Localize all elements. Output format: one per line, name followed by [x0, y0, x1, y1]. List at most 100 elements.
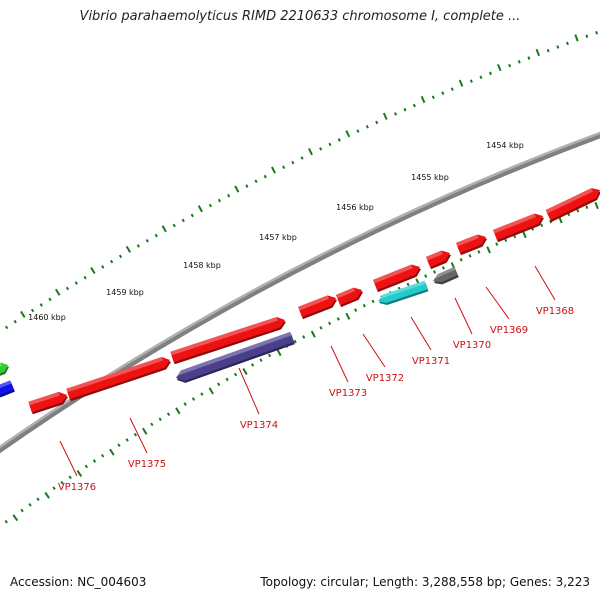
gene-label-vp1373[interactable]: VP1373 — [329, 388, 367, 399]
gene-unlabeled[interactable] — [425, 250, 451, 270]
gene-unlabeled[interactable] — [0, 362, 9, 378]
gene-vp1374[interactable] — [174, 331, 295, 383]
gene-label-vp1370[interactable]: VP1370 — [453, 340, 491, 351]
gene-vp1373[interactable] — [335, 287, 363, 308]
chromosome-backbone — [0, 131, 600, 454]
leader-line — [454, 297, 473, 335]
minor-tick — [459, 258, 463, 262]
tick-label-1460: 1460 kbp — [28, 313, 66, 322]
major-tick — [345, 130, 351, 138]
minor-tick — [125, 438, 129, 442]
minor-tick — [227, 193, 231, 198]
major-tick — [497, 63, 502, 72]
gene-unlabeled[interactable] — [298, 295, 337, 320]
major-tick — [90, 267, 96, 275]
major-tick — [54, 288, 61, 296]
gene-label-vp1369[interactable]: VP1369 — [490, 325, 528, 336]
minor-tick — [477, 250, 481, 254]
major-tick — [271, 166, 276, 174]
minor-tick — [431, 95, 435, 100]
tick-label-1458: 1458 kbp — [183, 261, 221, 270]
minor-tick — [190, 213, 194, 218]
minor-tick — [576, 208, 580, 213]
minor-tick — [13, 319, 17, 324]
gene-vp1370[interactable] — [431, 266, 459, 285]
minor-tick — [432, 270, 437, 274]
minor-tick — [282, 165, 286, 169]
leader-line — [330, 345, 349, 383]
minor-tick — [337, 138, 341, 142]
gene-vp1371[interactable] — [376, 280, 429, 306]
minor-tick — [65, 286, 70, 291]
gene-vp1372[interactable] — [372, 264, 421, 293]
minor-tick — [441, 91, 445, 95]
outer-tick-ring — [4, 30, 599, 330]
major-tick — [175, 407, 181, 415]
minor-tick — [267, 353, 272, 358]
gene-vp1368[interactable] — [545, 188, 600, 222]
gene-label-vp1376[interactable]: VP1376 — [58, 482, 96, 493]
major-tick — [12, 514, 19, 522]
leader-line — [410, 316, 432, 351]
major-tick — [276, 349, 282, 357]
minor-tick — [117, 443, 121, 447]
major-tick — [458, 79, 464, 87]
major-tick — [522, 230, 527, 239]
minor-tick — [508, 63, 512, 68]
gene-unlabeled[interactable] — [170, 316, 286, 365]
gene-vp1376[interactable] — [28, 391, 69, 415]
gene-label-vp1371[interactable]: VP1371 — [412, 356, 450, 367]
minor-tick — [356, 129, 360, 133]
gene-label-vp1372[interactable]: VP1372 — [366, 373, 404, 384]
minor-tick — [145, 238, 149, 243]
major-tick — [574, 34, 579, 42]
minor-tick — [302, 335, 306, 339]
minor-tick — [191, 397, 196, 401]
minor-tick — [328, 321, 332, 326]
major-tick — [242, 367, 248, 376]
minor-tick — [259, 358, 263, 363]
gene-unlabeled[interactable] — [455, 234, 487, 256]
gene-label-vp1375[interactable]: VP1375 — [128, 459, 166, 470]
minor-tick — [300, 156, 304, 160]
minor-tick — [60, 480, 64, 485]
minor-tick — [319, 147, 323, 151]
minor-tick — [585, 205, 589, 209]
minor-tick — [28, 503, 32, 507]
tick-label-1455: 1455 kbp — [411, 173, 449, 182]
gene-vp1369[interactable] — [492, 213, 544, 243]
minor-tick — [4, 519, 8, 524]
minor-tick — [101, 265, 105, 269]
minor-tick — [595, 30, 599, 35]
major-tick — [420, 95, 426, 104]
minor-tick — [20, 508, 24, 513]
minor-tick — [39, 303, 43, 307]
gene-label-vp1374[interactable]: VP1374 — [240, 420, 278, 431]
minor-tick — [549, 219, 553, 224]
minor-tick — [263, 174, 267, 179]
minor-tick — [181, 218, 185, 223]
minor-tick — [48, 297, 52, 302]
minor-tick — [393, 112, 398, 116]
minor-tick — [495, 242, 499, 246]
gene-vp1375[interactable] — [66, 356, 171, 402]
minor-tick — [68, 475, 72, 480]
major-tick — [125, 245, 132, 253]
minor-tick — [412, 103, 416, 108]
minor-tick — [406, 282, 410, 287]
minor-tick — [172, 223, 176, 228]
leader-line — [238, 367, 260, 415]
gene-label-vp1368[interactable]: VP1368 — [536, 306, 574, 317]
minor-tick — [424, 274, 428, 278]
minor-tick — [225, 377, 229, 382]
minor-tick — [556, 45, 560, 49]
tick-label-1454: 1454 kbp — [486, 141, 524, 150]
gene-features — [0, 188, 600, 415]
gene-unlabeled[interactable] — [0, 380, 15, 398]
minor-tick — [83, 275, 87, 280]
minor-tick — [527, 56, 531, 60]
minor-tick — [250, 363, 255, 367]
minor-tick — [371, 299, 375, 304]
minor-tick — [488, 71, 492, 76]
